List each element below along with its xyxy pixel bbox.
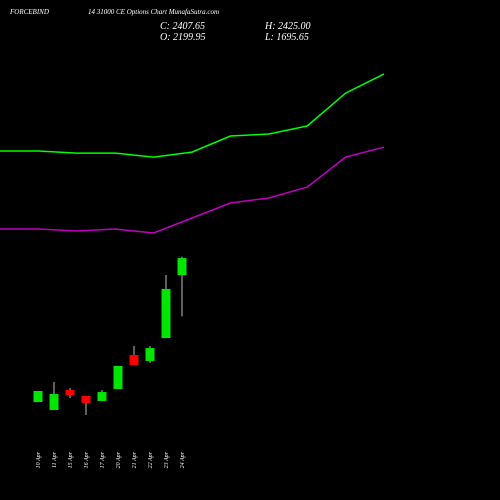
candle-body: [49, 394, 59, 410]
candle-body: [65, 389, 75, 395]
x-tick-label: 15 Apr: [68, 451, 74, 468]
chart-title: 14 31000 CE Options Chart MunafaSutra.co…: [88, 8, 219, 16]
indicator-line: [0, 146, 385, 234]
high-label: H: 2425.00: [264, 21, 311, 32]
x-tick-label: 11 Apr: [52, 451, 58, 468]
x-tick-label: 21 Apr: [132, 451, 138, 468]
x-tick-label: 17 Apr: [100, 451, 106, 468]
close-label: C: 2407.65: [160, 21, 205, 32]
candle-body: [113, 365, 123, 390]
x-tick-label: 20 Apr: [116, 451, 122, 468]
candle-body: [177, 258, 187, 276]
candle-body: [97, 392, 107, 401]
candle-body: [145, 348, 155, 361]
candle-body: [129, 354, 139, 365]
symbol: FORCEBIND: [9, 8, 49, 16]
candle-body: [161, 289, 171, 339]
x-tick-label: 24 Apr: [179, 451, 186, 468]
candle-body: [81, 395, 91, 404]
candle-body: [33, 390, 43, 403]
open-label: O: 2199.95: [160, 32, 206, 43]
indicator-line: [0, 73, 385, 158]
low-label: L: 1695.65: [264, 32, 309, 43]
x-tick-label: 23 Apr: [164, 451, 170, 468]
x-tick-label: 16 Apr: [84, 451, 90, 468]
x-tick-label: 22 Apr: [148, 451, 154, 468]
x-tick-label: 10 Apr: [36, 451, 42, 468]
